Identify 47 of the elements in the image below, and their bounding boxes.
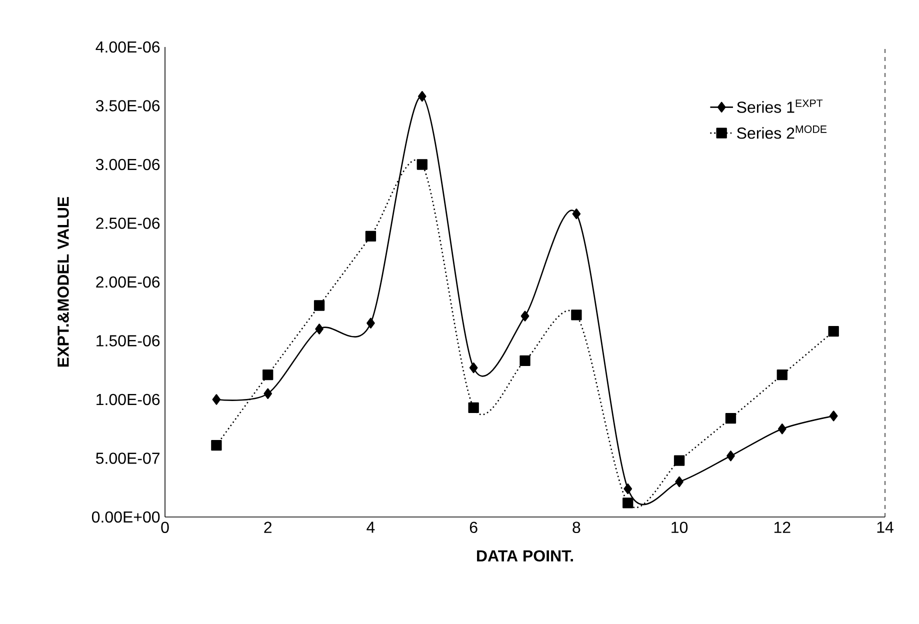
point	[262, 369, 274, 380]
legend-label: Series 1$^{EXPT}$	[737, 100, 823, 113]
y-tick-label: 4.00E-06	[96, 41, 160, 53]
x-tick-label: 8	[572, 522, 580, 534]
point	[828, 326, 839, 337]
point	[366, 318, 375, 328]
point	[314, 300, 325, 311]
point	[468, 402, 479, 414]
x-tick-label: 12	[774, 522, 790, 533]
x-axis-title: DATA POINT.	[477, 550, 573, 562]
y-tick-label: 0.00E+00	[92, 511, 160, 523]
x-tick-label: 2	[264, 522, 272, 533]
y-tick-label: 1.00E-06	[96, 394, 160, 406]
point	[622, 498, 634, 508]
point	[520, 355, 530, 366]
point	[264, 388, 272, 399]
point	[675, 476, 684, 488]
point	[416, 159, 428, 170]
x-tick-label: 10	[672, 522, 688, 534]
point	[212, 394, 221, 405]
y-axis-title: EXPT.&MODEL VALUE	[58, 196, 69, 367]
point	[418, 91, 426, 102]
point	[365, 230, 376, 242]
point	[829, 410, 838, 422]
point	[572, 208, 581, 220]
point	[520, 310, 530, 322]
point	[726, 450, 735, 462]
y-tick-label: 3.50E-06	[96, 100, 160, 112]
point	[674, 455, 685, 466]
x-tick-label: 14	[877, 522, 894, 533]
point	[776, 369, 788, 380]
legend-label: Series 2$^{MODE}$	[737, 125, 827, 139]
point	[211, 440, 222, 451]
y-tick-label: 5.00E-07	[96, 452, 160, 464]
x-tick-label: 4	[366, 522, 375, 533]
y-tick-label: 1.50E-06	[96, 335, 160, 346]
y-tick-label: 2.50E-06	[96, 218, 160, 229]
point	[778, 424, 786, 434]
y-tick-label: 3.00E-06	[96, 158, 160, 170]
point	[725, 412, 736, 424]
point	[571, 310, 582, 320]
x-tick-label: 0	[161, 522, 169, 534]
point	[624, 483, 632, 494]
point	[469, 362, 478, 374]
point	[315, 324, 324, 334]
y-tick-label: 2.00E-06	[96, 276, 160, 288]
x-tick-label: 6	[470, 522, 478, 534]
